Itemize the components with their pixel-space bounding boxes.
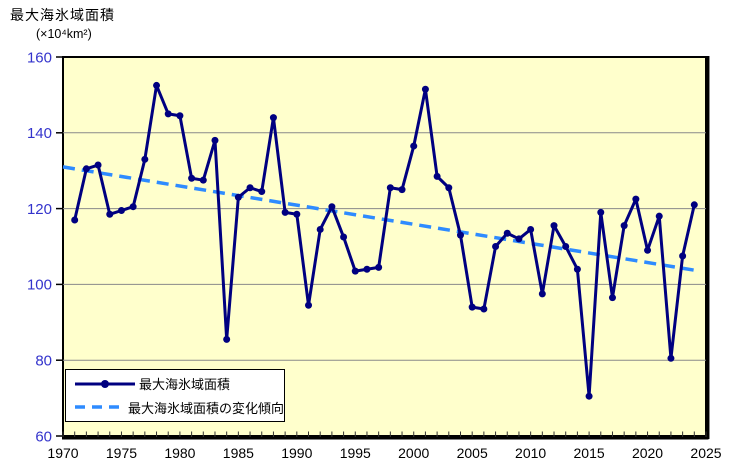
data-point [199, 176, 207, 184]
legend-item-trend: 最大海氷域面積の変化傾向 [73, 398, 284, 417]
x-axis-tick-label: 2020 [632, 445, 663, 461]
y-axis-unit-label: (×10⁴km²) [36, 27, 92, 41]
data-point [316, 225, 324, 233]
x-axis-tick-label: 1975 [106, 445, 137, 461]
data-point [188, 174, 196, 182]
data-point [363, 265, 371, 273]
y-axis-tick-label: 140 [27, 125, 52, 142]
data-point [351, 267, 359, 275]
data-point [211, 136, 219, 144]
y-axis-tick-label: 120 [27, 201, 52, 218]
data-point [94, 161, 102, 169]
data-point [445, 184, 453, 192]
data-point [176, 112, 184, 120]
data-point [269, 114, 277, 122]
legend-trend-label: 最大海氷域面積の変化傾向 [127, 400, 284, 416]
x-axis-tick-label: 2005 [457, 445, 488, 461]
data-point [117, 206, 125, 214]
data-point [503, 229, 511, 237]
data-point [573, 265, 581, 273]
data-point [328, 203, 336, 211]
y-axis-tick-label: 160 [27, 49, 52, 66]
y-axis-tick-label: 80 [35, 352, 52, 369]
data-point [141, 155, 149, 163]
data-point [480, 305, 488, 313]
data-point [421, 85, 429, 93]
data-point [340, 233, 348, 241]
data-point [293, 210, 301, 218]
data-point [492, 243, 500, 250]
data-point [164, 110, 172, 118]
data-point [679, 252, 687, 260]
x-axis-tick-label: 1970 [47, 445, 78, 461]
data-point [386, 184, 394, 192]
data-point [433, 172, 441, 180]
data-point [106, 210, 114, 218]
data-point [82, 165, 90, 173]
data-point [234, 193, 242, 201]
data-point [305, 301, 313, 309]
x-axis-tick-label: 1990 [281, 445, 312, 461]
data-point [456, 231, 464, 239]
data-point [655, 212, 663, 220]
trend-line [62, 165, 701, 273]
x-axis-tick-label: 2015 [574, 445, 605, 461]
x-axis-tick-label: 2025 [690, 445, 721, 461]
data-point [153, 81, 161, 89]
data-point [620, 222, 628, 230]
x-axis-tick-label: 2010 [515, 445, 546, 461]
data-point [410, 142, 418, 150]
legend-trend-line-icon [75, 405, 126, 409]
data-point [71, 216, 79, 224]
data-point [527, 225, 535, 233]
chart-title: 最大海氷域面積 [10, 7, 115, 23]
legend: 最大海氷域面積 最大海氷域面積の変化傾向 [65, 369, 285, 422]
data-point [538, 290, 546, 298]
y-axis-tick-label: 60 [35, 428, 52, 445]
legend-series-line-icon [75, 379, 135, 388]
data-point [129, 203, 137, 211]
data-point [690, 201, 698, 209]
data-point [515, 235, 523, 243]
data-point [281, 208, 289, 216]
x-axis-tick-label: 2000 [398, 445, 429, 461]
data-point [632, 195, 640, 203]
data-point [398, 186, 406, 194]
data-point [585, 392, 593, 400]
x-axis-tick-label: 1995 [340, 445, 371, 461]
data-point [223, 335, 231, 343]
data-point [597, 208, 605, 216]
data-point [562, 243, 570, 250]
x-axis-tick-label: 1980 [164, 445, 195, 461]
data-point [667, 354, 675, 362]
data-point [468, 303, 476, 311]
legend-series-label: 最大海氷域面積 [139, 377, 231, 393]
legend-item-series: 最大海氷域面積 [73, 374, 284, 393]
data-point [608, 294, 616, 302]
data-point [550, 222, 558, 230]
x-axis-tick-label: 1985 [223, 445, 254, 461]
y-axis-tick-label: 100 [27, 277, 52, 294]
data-point [644, 246, 652, 254]
data-point [375, 263, 383, 271]
data-point [258, 188, 266, 196]
data-point [246, 184, 254, 192]
